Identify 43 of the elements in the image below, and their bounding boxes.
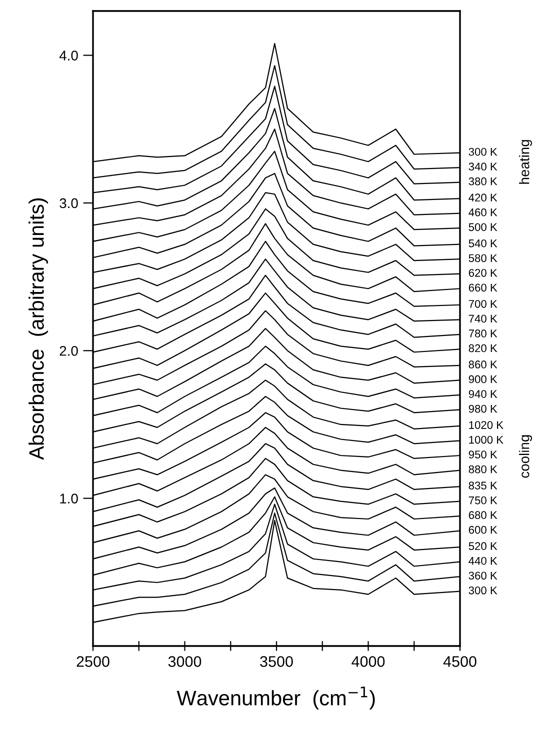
series-label: 520 K — [468, 542, 498, 550]
series-label: 600 K — [468, 526, 498, 534]
series-label: 1000 K — [469, 436, 504, 444]
series-label: 700 K — [468, 300, 498, 308]
series-label: 500 K — [468, 223, 498, 232]
series-label: 835 K — [468, 482, 498, 490]
y-axis-title: Absorbance (arbitrary units) — [28, 198, 48, 460]
series-label: 360 K — [468, 572, 498, 580]
x-tick-label: 3500 — [260, 656, 293, 667]
series-label: 620 K — [468, 268, 498, 277]
y-tick-label: 4.0 — [59, 50, 78, 60]
series-label: 750 K — [468, 496, 498, 504]
series-label: 940 K — [468, 390, 498, 398]
y-tick-label: 1.0 — [60, 494, 78, 504]
series-label: 900 K — [468, 375, 498, 384]
x-tick-label: 4500 — [443, 656, 476, 667]
series-label: 880 K — [468, 465, 498, 474]
series-label: 740 K — [468, 314, 498, 323]
series-label: 980 K — [468, 404, 498, 413]
text: heating — [519, 140, 532, 184]
series-label: 300 K — [468, 586, 498, 594]
series-label: 540 K — [468, 239, 498, 248]
series-label: 820 K — [468, 344, 498, 352]
y-tick-label: 3.0 — [60, 198, 78, 208]
series-label: 420 K — [468, 194, 498, 202]
series-label: 1020 K — [469, 421, 504, 429]
series-label: 680 K — [468, 511, 498, 520]
text: cooling — [519, 435, 532, 478]
y-tick-label: 2.0 — [60, 346, 78, 356]
series-label: 340 K — [468, 162, 498, 171]
series-label: 780 K — [468, 330, 498, 338]
x-tick-label: 3000 — [168, 656, 202, 667]
series-label: 440 K — [468, 556, 498, 565]
series-label: 380 K — [468, 177, 498, 186]
x-tick-label: 4000 — [352, 656, 385, 667]
series-label: 460 K — [468, 208, 498, 216]
series-label: 860 K — [468, 360, 498, 368]
x-tick-label: 2500 — [76, 656, 110, 667]
series-label: 300 K — [468, 148, 498, 156]
x-axis-title: Wavenumber (cm$^{−1}$) — [176, 686, 375, 710]
series-label: 950 K — [468, 450, 498, 458]
series-label: 660 K — [468, 284, 498, 292]
series-label: 580 K — [468, 254, 498, 262]
